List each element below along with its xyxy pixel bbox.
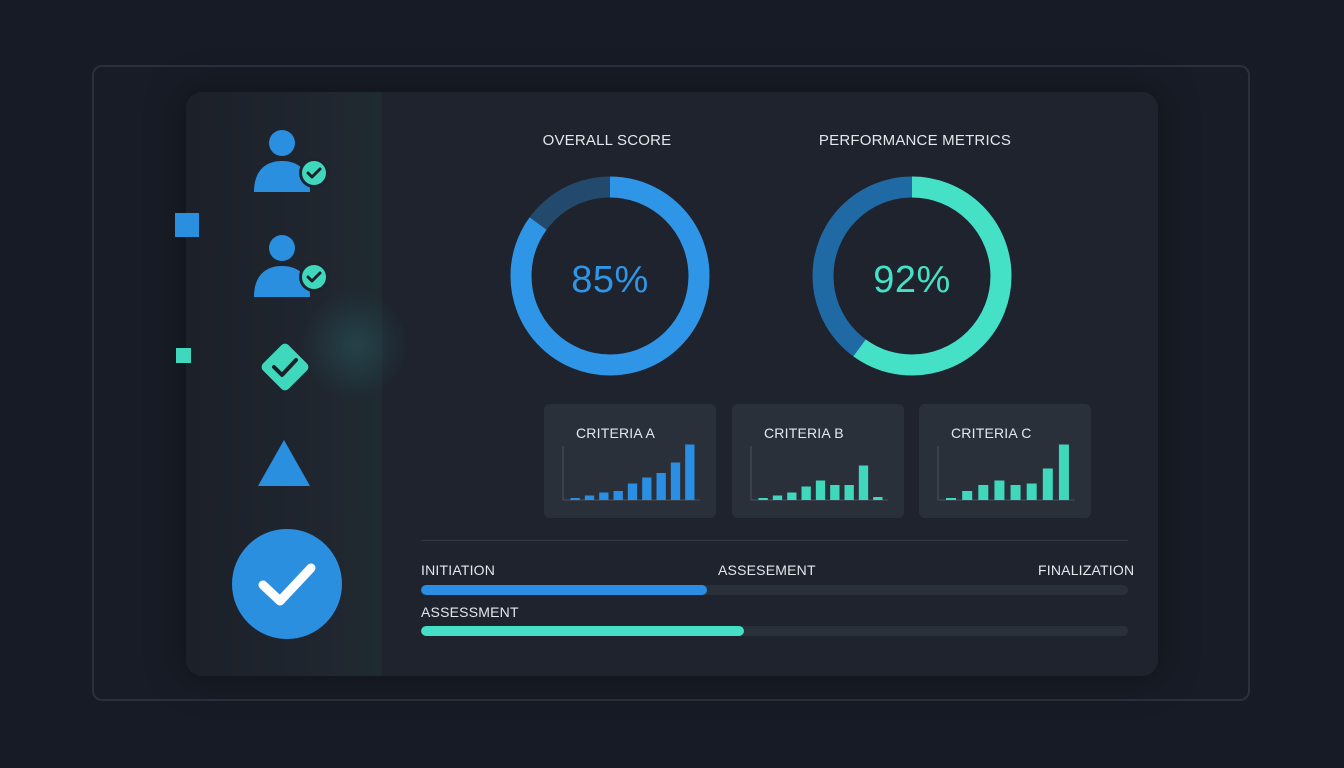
criteria-c-chart: [937, 444, 1075, 501]
stage-finalization-label: FINALIZATION: [1038, 562, 1135, 578]
chart-bar: [1026, 483, 1037, 500]
assessment-progress-fill: [421, 626, 745, 636]
diamond-check-icon[interactable]: [254, 336, 316, 398]
criteria-b-chart: [750, 446, 888, 501]
criteria-c-card[interactable]: CRITERIA C: [919, 404, 1091, 518]
chart-bar: [858, 465, 869, 500]
chart-bar: [670, 462, 681, 500]
chart-bar: [815, 480, 826, 500]
performance-donut: [812, 176, 1012, 376]
stage-progress-fill: [421, 585, 708, 595]
chart-bar: [873, 497, 883, 500]
overall-score-value: 85%: [571, 259, 649, 301]
chart-bar: [787, 492, 797, 500]
chart-bar: [962, 491, 973, 500]
performance-donut-arc: [812, 176, 1012, 376]
chart-bar: [772, 495, 783, 500]
chart-bar: [830, 485, 840, 500]
criteria-a-chart: [562, 444, 700, 501]
chart-bar: [570, 498, 580, 500]
criteria-b-label: CRITERIA B: [764, 425, 844, 441]
chart-bar: [1010, 485, 1021, 500]
user-verified-icon[interactable]: [252, 233, 332, 299]
chart-bar: [584, 495, 595, 500]
stage-assessment-label: ASSESEMENT: [718, 562, 816, 578]
chart-bar: [994, 480, 1005, 500]
stage-progress-bar: [421, 585, 1128, 595]
chart-bar: [613, 491, 623, 500]
chart-bar: [685, 444, 695, 500]
check-circle-icon[interactable]: [230, 527, 344, 641]
stage-initiation-label: INITIATION: [421, 562, 496, 578]
chart-bar: [656, 473, 666, 500]
chart-bar: [627, 483, 638, 500]
performance-value: 92%: [873, 259, 951, 301]
assessment-progress-label: ASSESSMENT: [421, 604, 519, 620]
chart-bar: [1042, 468, 1053, 500]
user-verified-icon[interactable]: [252, 128, 332, 194]
chart-bar: [758, 498, 768, 500]
chart-bar: [844, 485, 854, 500]
divider: [421, 540, 1128, 541]
criteria-b-card[interactable]: CRITERIA B: [732, 404, 904, 518]
criteria-a-label: CRITERIA A: [576, 425, 656, 441]
overall-donut-arc: [510, 176, 710, 376]
sidebar-glow: [300, 290, 410, 400]
criteria-a-card[interactable]: CRITERIA A: [544, 404, 716, 518]
chart-bar: [642, 477, 652, 500]
criteria-c-label: CRITERIA C: [951, 425, 1032, 441]
decorative-square-blue: [175, 213, 199, 237]
chart-bar: [978, 485, 989, 500]
assessment-progress-bar: [421, 626, 1128, 636]
triangle-icon[interactable]: [256, 438, 312, 488]
chart-bar: [599, 492, 609, 500]
decorative-square-teal: [176, 348, 191, 363]
performance-metrics-title: PERFORMANCE METRICS: [818, 132, 1012, 149]
chart-bar: [946, 498, 957, 500]
chart-bar: [1058, 444, 1069, 500]
overall-score-title: OVERALL SCORE: [542, 132, 672, 149]
overall-score-donut: [510, 176, 710, 376]
chart-bar: [801, 486, 811, 500]
